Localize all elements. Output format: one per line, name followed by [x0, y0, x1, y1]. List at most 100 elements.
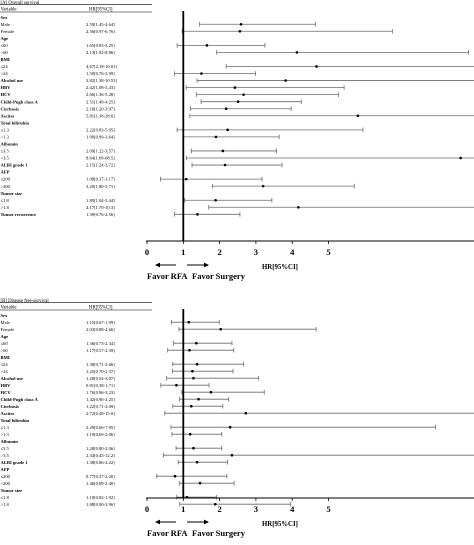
row-label: HBV — [1, 85, 12, 90]
hr-point — [196, 213, 199, 216]
hr-point — [205, 44, 209, 47]
row-label: Cirrhosis — [1, 404, 20, 409]
row-label: Male — [1, 320, 10, 325]
variable-header: Variable — [1, 7, 17, 12]
row-label: Child-Pugh class A — [1, 99, 39, 104]
hr-point — [184, 177, 188, 181]
hr-header: HR[95%CI] — [89, 7, 113, 12]
favor-left-arrowhead — [155, 519, 160, 525]
row-hr-text: 1.89[1.04-3.44] — [86, 198, 115, 203]
x-tick-label: 2 — [217, 504, 221, 514]
x-tick-label: 0 — [145, 504, 149, 514]
row-label: Female — [1, 29, 15, 34]
x-tick-label: 4 — [290, 504, 295, 514]
row-label: Age — [1, 334, 9, 339]
row-label: ≤60 — [1, 341, 9, 346]
hr-point — [221, 149, 225, 153]
hr-point — [226, 128, 229, 132]
row-hr-text: 1.90[0.99-3.64] — [86, 134, 115, 139]
row-label: BMI — [1, 355, 10, 360]
hr-point — [244, 411, 248, 415]
row-label: >3.5 — [1, 453, 10, 458]
panel-title: [A] Overall survival — [1, 1, 41, 6]
row-label: >1.3 — [1, 432, 10, 437]
row-hr-text: 1.38[0.86-2.22] — [86, 460, 115, 465]
hr-point — [192, 446, 195, 450]
hr-point — [284, 79, 287, 82]
row-hr-text: 1.10[0.82-1.92] — [86, 495, 115, 500]
hr-point — [189, 404, 193, 408]
x-tick-label: 3 — [254, 504, 258, 514]
x-tick-label: 3 — [254, 247, 258, 257]
favor-right-arrowhead — [204, 519, 209, 525]
row-label: AFP — [1, 170, 10, 175]
row-label: Total bilirubin — [1, 418, 30, 423]
row-label: Alcohol use — [1, 78, 24, 83]
hr-point — [356, 114, 360, 118]
row-label: ≤1.3 — [1, 425, 10, 430]
row-label: ≤200 — [1, 177, 11, 182]
row-hr-text: 1.42[0.90-2.25] — [86, 397, 115, 402]
hr-point — [209, 390, 213, 394]
hr-point — [223, 163, 227, 167]
x-tick-label: 5 — [326, 247, 330, 257]
row-hr-text: 2.18[1.20-3.97] — [86, 106, 115, 111]
row-label: ≤1.3 — [1, 127, 10, 132]
row-hr-text: 2.15[1.24-3.72] — [86, 163, 115, 168]
row-label: HBV — [1, 383, 12, 388]
row-hr-text: 1.08[0.37-3.17] — [86, 177, 115, 182]
favor-left-label: Favor RFA — [147, 271, 188, 281]
hr-point — [238, 29, 242, 33]
row-hr-text: 5.81[1.18-28.6] — [86, 113, 115, 118]
row-label: ≤3.5 — [1, 446, 10, 451]
hr-point — [198, 481, 202, 485]
hr-point — [295, 51, 299, 54]
hr-point — [315, 65, 318, 68]
favor-left-label: Favor RFA — [147, 528, 188, 538]
row-hr-text: 2.42[1.08-5.43] — [86, 85, 115, 90]
row-hr-text: 1.17[0.57-2.39] — [86, 348, 115, 353]
row-hr-text: 1.39[0.76-2.56] — [86, 212, 115, 217]
row-label: ≤60 — [1, 43, 9, 48]
row-hr-text: 1.19[0.69-2.06] — [86, 432, 115, 437]
favor-right-arrowhead — [204, 262, 209, 268]
hr-point — [297, 205, 300, 209]
row-hr-text: 3.20[1.80-5.71] — [86, 184, 115, 189]
panel-title: [B] Disease free-survival — [1, 299, 50, 304]
row-label: >1.3 — [1, 134, 10, 139]
hr-point — [261, 184, 265, 188]
x-axis-label: HR[95%CI] — [262, 521, 298, 528]
hr-point — [230, 453, 234, 457]
row-label: Cirrhosis — [1, 106, 20, 111]
row-hr-text: 2.29[0.66-7.95] — [86, 425, 115, 430]
hr-point — [195, 362, 199, 366]
x-tick-label: 0 — [145, 247, 149, 257]
hr-point — [233, 86, 237, 89]
row-label: Total bilirubin — [1, 120, 30, 125]
row-hr-text: 1.15[0.67-1.99] — [86, 320, 115, 325]
row-label: HCV — [1, 390, 12, 395]
row-label: >60 — [1, 50, 9, 55]
row-hr-text: 0.77[0.27-2.20] — [86, 474, 115, 479]
row-label: >200 — [1, 184, 11, 189]
row-label: >200 — [1, 481, 11, 486]
hr-point — [214, 198, 217, 202]
row-hr-text: 1.50[0.76-2.99] — [86, 71, 115, 76]
favor-left-arrowhead — [155, 262, 160, 268]
x-axis-label: HR[95%CI] — [262, 264, 298, 271]
row-label: AFP — [1, 467, 10, 472]
row-hr-text: 4.13[1.92-8.86] — [86, 50, 115, 55]
row-label: Tumor size — [1, 191, 23, 196]
row-label: Male — [1, 22, 10, 27]
row-hr-text: 1.36[0.73-2.34] — [86, 341, 115, 346]
hr-point — [214, 135, 218, 139]
row-label: BMI — [1, 57, 10, 62]
row-label: >1.8 — [1, 502, 10, 507]
hr-point — [187, 320, 191, 324]
row-hr-text: 2.22[0.83-5.95] — [86, 127, 115, 132]
row-label: ≤24 — [1, 362, 9, 367]
row-label: Sex — [1, 15, 9, 20]
row-hr-text: 1.25[0.70-2.37] — [86, 369, 115, 374]
hr-point — [197, 397, 200, 401]
